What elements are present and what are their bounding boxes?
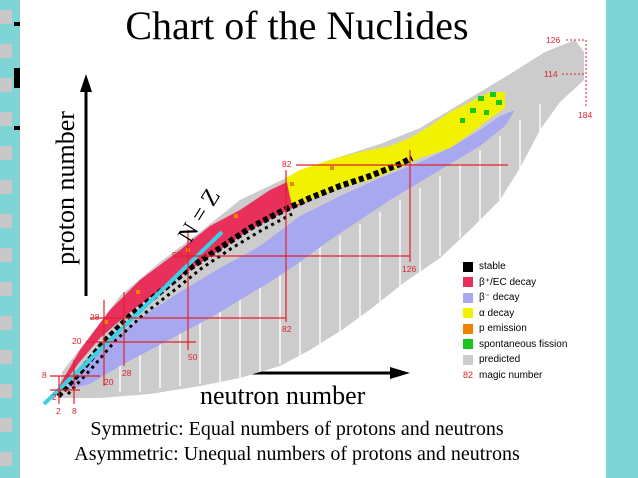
- legend-item-magic-number: 82 magic number: [463, 368, 567, 384]
- legend-swatch-fission: [463, 339, 473, 350]
- right-frame-strip: [594, 0, 638, 478]
- beta-minus-region: [64, 110, 515, 390]
- magic-neutron-lines: [58, 150, 411, 404]
- legend-item-alpha: α decay: [463, 306, 567, 322]
- page-title: Chart of the Nuclides: [125, 3, 469, 48]
- legend-marker-magic-number: 82: [463, 370, 474, 381]
- legend-label: magic number: [479, 369, 543, 381]
- magic-proton-label-20: 20: [72, 336, 82, 346]
- legend-swatch-beta-minus: [463, 292, 473, 303]
- legend-label: spontaneous fission: [479, 338, 568, 350]
- magic-neutron-label-2: 2: [56, 406, 61, 416]
- magic-number-labels: 2 8 20 28 50 82 2 8 20 28 50 82 126 126 …: [42, 35, 592, 416]
- legend-item-beta-plus: β⁺/EC decay: [463, 275, 567, 291]
- legend-label: predicted: [479, 354, 521, 366]
- legend-label: β⁺/EC decay: [479, 276, 537, 288]
- magic-neutron-label-126: 126: [402, 264, 416, 274]
- legend-item-beta-minus: β⁻ decay: [463, 290, 567, 306]
- legend: stable β⁺/EC decay β⁻ decay α decay p em…: [463, 259, 567, 383]
- neutron-axis-label: neutron number: [200, 381, 366, 410]
- left-frame-strip: [0, 0, 20, 478]
- legend-swatch-p-emission: [463, 323, 473, 334]
- caption-symmetric: Symmetric: Equal numbers of protons and …: [90, 418, 504, 440]
- magic-proton-label-82: 82: [282, 159, 292, 169]
- legend-label: stable: [479, 261, 506, 273]
- magic-proton-label-50: 50: [172, 250, 182, 260]
- predicted-magic-label-126: 126: [546, 35, 560, 45]
- legend-label: p emission: [479, 323, 527, 335]
- caption-asymmetric: Asymmetric: Unequal numbers of protons a…: [74, 443, 520, 465]
- legend-item-fission: spontaneous fission: [463, 337, 567, 353]
- legend-swatch-alpha: [463, 308, 473, 319]
- legend-swatch-stable: [463, 261, 473, 272]
- magic-proton-label-8: 8: [42, 370, 47, 380]
- legend-item-stable: stable: [463, 259, 567, 275]
- legend-label: β⁻ decay: [479, 292, 520, 304]
- legend-item-p-emission: p emission: [463, 321, 567, 337]
- legend-swatch-beta-plus: [463, 277, 473, 288]
- legend-swatch-predicted: [463, 354, 473, 365]
- magic-proton-label-2: 2: [52, 392, 57, 402]
- proton-axis-label: proton number: [51, 111, 80, 265]
- magic-neutron-label-82: 82: [282, 324, 292, 334]
- magic-neutron-label-8: 8: [72, 406, 77, 416]
- predicted-magic-label-114: 114: [544, 69, 558, 79]
- magic-proton-label-28: 28: [90, 312, 100, 322]
- magic-neutron-label-20: 20: [104, 377, 114, 387]
- proton-axis-arrow: [80, 74, 92, 296]
- magic-neutron-label-50: 50: [188, 352, 198, 362]
- legend-label: α decay: [479, 307, 515, 319]
- alpha-decay-region: [286, 92, 505, 206]
- spontaneous-fission-region: [460, 92, 502, 123]
- legend-item-predicted: predicted: [463, 352, 567, 368]
- predicted-magic-label-184: 184: [578, 110, 592, 120]
- predicted-magic-lines: [562, 39, 587, 108]
- magic-neutron-label-28: 28: [122, 368, 132, 378]
